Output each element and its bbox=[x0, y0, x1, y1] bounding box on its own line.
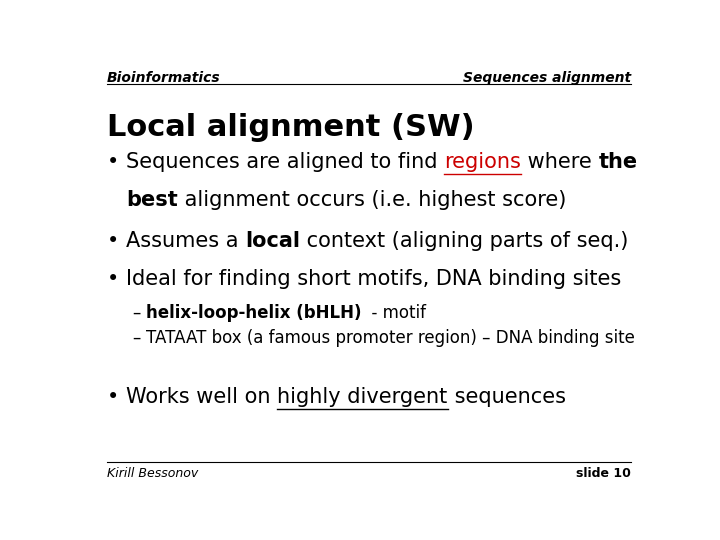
Text: •: • bbox=[107, 152, 119, 172]
Text: –: – bbox=[132, 329, 140, 347]
Text: best: best bbox=[126, 190, 178, 210]
Text: regions: regions bbox=[444, 152, 521, 172]
Text: slide 10: slide 10 bbox=[577, 467, 631, 480]
Text: - motif: - motif bbox=[361, 304, 426, 322]
Text: •: • bbox=[107, 231, 119, 251]
Text: Assumes a: Assumes a bbox=[126, 231, 246, 251]
Text: where: where bbox=[521, 152, 598, 172]
Text: •: • bbox=[107, 268, 119, 288]
Text: TATAAT box (a famous promoter region) – DNA binding site: TATAAT box (a famous promoter region) – … bbox=[145, 329, 634, 347]
Text: local: local bbox=[246, 231, 300, 251]
Text: alignment occurs (i.e. highest score): alignment occurs (i.e. highest score) bbox=[178, 190, 567, 210]
Text: Bioinformatics: Bioinformatics bbox=[107, 71, 220, 85]
Text: Works well on: Works well on bbox=[126, 387, 277, 407]
Text: •: • bbox=[107, 387, 119, 407]
Text: helix-loop-helix (bHLH): helix-loop-helix (bHLH) bbox=[145, 304, 361, 322]
Text: highly divergent: highly divergent bbox=[277, 387, 448, 407]
Text: Ideal for finding short motifs, DNA binding sites: Ideal for finding short motifs, DNA bind… bbox=[126, 268, 621, 288]
Text: Kirill Bessonov: Kirill Bessonov bbox=[107, 467, 198, 480]
Text: the: the bbox=[598, 152, 638, 172]
Text: Sequences are aligned to find: Sequences are aligned to find bbox=[126, 152, 444, 172]
Text: Local alignment (SW): Local alignment (SW) bbox=[107, 113, 474, 141]
Text: –: – bbox=[132, 304, 140, 322]
Text: context (aligning parts of seq.): context (aligning parts of seq.) bbox=[300, 231, 629, 251]
Text: Sequences alignment: Sequences alignment bbox=[463, 71, 631, 85]
Text: sequences: sequences bbox=[448, 387, 566, 407]
